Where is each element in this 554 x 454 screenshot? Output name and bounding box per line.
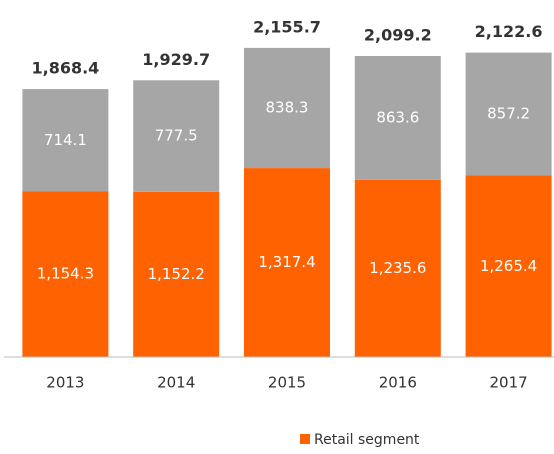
x-tick-label: 2017: [490, 374, 528, 392]
data-label: 1,152.2: [148, 265, 205, 283]
bar-segment: [244, 168, 330, 357]
bar-segment: [22, 89, 109, 192]
x-tick-label: 2016: [379, 374, 417, 392]
data-label: 857.2: [487, 105, 530, 123]
total-label: 2,122.6: [475, 22, 543, 41]
data-label: 1,235.6: [369, 259, 426, 277]
data-label: 863.6: [376, 108, 419, 126]
legend-label: Retail segment: [314, 432, 420, 448]
x-tick-label: 2015: [268, 374, 306, 392]
total-label: 1,868.4: [31, 59, 99, 78]
data-label: 777.5: [155, 127, 198, 145]
total-label: 1,929.7: [142, 50, 210, 69]
x-tick-label: 2013: [46, 374, 84, 392]
legend-swatch: [300, 434, 310, 444]
data-label: 714.1: [44, 131, 87, 149]
bar-segment: [465, 175, 552, 357]
data-label: 838.3: [266, 98, 309, 116]
bar-segment: [354, 179, 441, 357]
x-tick-label: 2014: [157, 374, 195, 392]
bar-segment: [354, 55, 441, 180]
bar-segment: [465, 52, 552, 176]
bar-segment: [244, 47, 330, 169]
bar-segment: [133, 191, 220, 357]
data-label: 1,265.4: [480, 257, 537, 275]
data-label: 1,317.4: [258, 253, 315, 271]
bar-segment: [133, 80, 220, 192]
data-label: 1,154.3: [37, 265, 94, 283]
total-label: 2,155.7: [253, 17, 321, 36]
total-label: 2,099.2: [364, 25, 432, 44]
bar-segment: [22, 191, 109, 357]
